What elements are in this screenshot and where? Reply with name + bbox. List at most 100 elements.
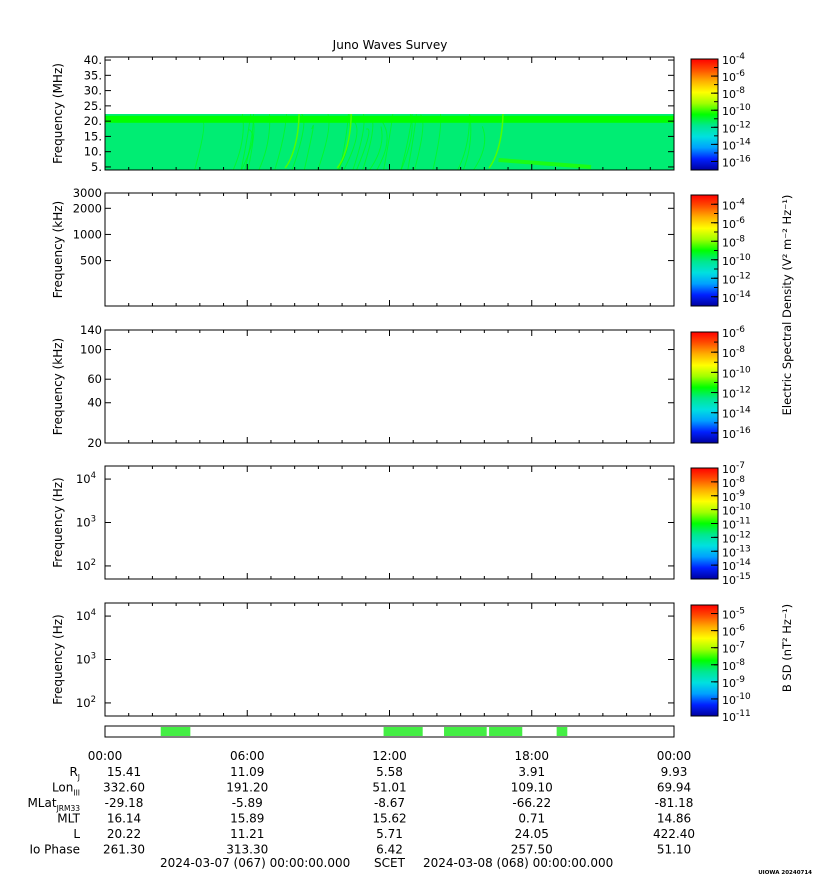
footer-scet-label: SCET bbox=[374, 856, 406, 870]
ephemeris-value: 69.94 bbox=[657, 781, 691, 795]
y-tick-label: 103 bbox=[76, 652, 96, 667]
colorbar-tick-label: 10-13 bbox=[722, 544, 751, 559]
colorbar-tick-label: 10-11 bbox=[722, 517, 751, 532]
y-tick-label: 2000 bbox=[73, 201, 102, 215]
ephemeris-value: 257.50 bbox=[511, 843, 553, 857]
colorbar-tick-label: 10-5 bbox=[722, 607, 745, 622]
y-tick-label: 20. bbox=[84, 114, 102, 128]
colorbar-tick-label: 10-6 bbox=[722, 325, 745, 340]
colorbar-tick-label: 10-9 bbox=[722, 489, 745, 504]
burst-interval bbox=[444, 727, 487, 736]
y-tick-label: 104 bbox=[76, 471, 96, 486]
ephemeris-value: 9.93 bbox=[661, 765, 688, 779]
panel-frame bbox=[104, 602, 675, 717]
y-tick-label: 500 bbox=[80, 254, 102, 268]
ephemeris-label: L bbox=[73, 827, 80, 841]
burst-interval bbox=[556, 727, 568, 736]
colorbar-tick-label: 10-6 bbox=[722, 624, 745, 639]
colorbar-tick-label: 10-12 bbox=[722, 530, 751, 545]
time-tick-label: 18:00 bbox=[514, 749, 549, 763]
y-axis-label: Frequency (kHz) bbox=[51, 338, 65, 435]
y-tick-label: 1000 bbox=[73, 227, 102, 241]
colorbar-tick-label: 10-14 bbox=[722, 558, 751, 573]
ephemeris-table: 00:00 06:00 12:00 18:00 00:00 RJ 15.41 11.09 5.5… bbox=[27, 749, 695, 857]
colorbar-tick-label: 10-14 bbox=[722, 290, 751, 305]
ephemeris-value: -5.89 bbox=[232, 796, 263, 810]
colorbar-2: 10-4 10-6 10-8 10-10 10-12 10-14 bbox=[690, 194, 751, 307]
colorbar-3: 10-6 10-8 10-10 10-12 10-14 10-16 bbox=[690, 325, 751, 444]
ephemeris-value: 261.30 bbox=[103, 843, 145, 857]
ephemeris-value: 11.09 bbox=[230, 765, 264, 779]
panel-3: 20 40 60 100 140 Frequency (kHz) bbox=[51, 323, 675, 450]
ephemeris-value: -81.18 bbox=[655, 796, 694, 810]
footer-credit: UIOWA 20240714 bbox=[758, 870, 812, 876]
ephemeris-value: 15.89 bbox=[230, 812, 264, 826]
ephemeris-value: 5.71 bbox=[376, 827, 403, 841]
colorbar-tick-label: 10-14 bbox=[722, 406, 751, 421]
colorbar-tick-label: 10-10 bbox=[722, 365, 751, 380]
colorbar-1: 10-4 10-6 10-8 10-10 10-12 10-14 10-16 bbox=[690, 52, 751, 171]
panel-frame bbox=[104, 192, 675, 307]
ephemeris-value: 51.01 bbox=[372, 781, 406, 795]
y-axis-label: Frequency (MHz) bbox=[51, 63, 65, 164]
ephemeris-value: 332.60 bbox=[103, 781, 145, 795]
colorbar-tick-label: 10-10 bbox=[722, 503, 751, 518]
y-tick-label: 30. bbox=[84, 84, 102, 98]
y-tick-label: 15. bbox=[84, 129, 102, 143]
colorbars: 10-4 10-6 10-8 10-10 10-12 10-14 10-16 10-4 10-6… bbox=[690, 52, 751, 724]
colorbar-tick-label: 10-8 bbox=[722, 658, 745, 673]
ephemeris-label: RJ bbox=[69, 765, 80, 782]
ephemeris-value: 15.41 bbox=[107, 765, 141, 779]
ephemeris-value: 3.91 bbox=[518, 765, 545, 779]
ephemeris-value: 51.10 bbox=[657, 843, 691, 857]
y-tick-label: 5. bbox=[91, 160, 102, 174]
ephemeris-label: MLatJRM33 bbox=[27, 796, 80, 813]
colorbar-tick-label: 10-7 bbox=[722, 641, 745, 656]
ephemeris-value: 191.20 bbox=[226, 781, 268, 795]
y-tick-label: 25. bbox=[84, 99, 102, 113]
colorbar-tick-label: 10-12 bbox=[722, 120, 751, 135]
colorbar-label-electric: Electric Spectral Density (V² m⁻² Hz⁻¹) bbox=[780, 195, 794, 416]
y-tick-label: 102 bbox=[76, 558, 96, 573]
colorbar-tick-label: 10-8 bbox=[722, 345, 745, 360]
spectrogram-panels: 5.10. 15.20.25.30. 35.40. Frequency (MHz) 50… bbox=[51, 53, 675, 717]
footer-end-time: 2024-03-08 (068) 00:00:00.000 bbox=[423, 856, 613, 870]
ephemeris-value: 16.14 bbox=[107, 812, 141, 826]
colorbar-tick-label: 10-15 bbox=[722, 572, 751, 587]
colorbar-tick-label: 10-16 bbox=[722, 426, 751, 441]
y-tick-label: 102 bbox=[76, 695, 96, 710]
y-axis-label: Frequency (Hz) bbox=[51, 614, 65, 705]
ephemeris-value: 11.21 bbox=[230, 827, 264, 841]
y-tick-label: 100 bbox=[80, 343, 102, 357]
colorbar-tick-label: 10-8 bbox=[722, 475, 745, 490]
colorbar-tick-label: 10-8 bbox=[722, 234, 745, 249]
ephemeris-value: 5.58 bbox=[376, 765, 403, 779]
ephemeris-value: 20.22 bbox=[107, 827, 141, 841]
y-tick-label: 40. bbox=[84, 53, 102, 67]
colorbar-5: 10-5 10-6 10-7 10-8 10-9 10-10 10-11 bbox=[690, 604, 751, 724]
panel-1: 5.10. 15.20.25.30. 35.40. Frequency (MHz) bbox=[51, 53, 675, 174]
ephemeris-label: LonIII bbox=[52, 781, 80, 798]
colorbar-tick-label: 10-10 bbox=[722, 253, 751, 268]
colorbar-tick-label: 10-9 bbox=[722, 675, 745, 690]
time-tick-label: 06:00 bbox=[230, 749, 265, 763]
panel-5: 102 103 104 Frequency (Hz) bbox=[51, 602, 675, 717]
burst-interval bbox=[489, 727, 523, 736]
ephemeris-value: 14.86 bbox=[657, 812, 691, 826]
ephemeris-value: 109.10 bbox=[511, 781, 553, 795]
ephemeris-label: Io Phase bbox=[29, 843, 80, 857]
colorbar-label-magnetic: B SD (nT² Hz⁻¹) bbox=[780, 604, 794, 692]
ephemeris-value: 6.42 bbox=[376, 843, 403, 857]
ephemeris-value: -8.67 bbox=[374, 796, 405, 810]
colorbar-tick-label: 10-4 bbox=[722, 197, 745, 212]
y-tick-label: 103 bbox=[76, 515, 96, 530]
y-tick-label: 3000 bbox=[73, 186, 102, 200]
colorbar-tick-label: 10-12 bbox=[722, 271, 751, 286]
ephemeris-value: 313.30 bbox=[226, 843, 268, 857]
colorbar-tick-label: 10-6 bbox=[722, 216, 745, 231]
ephemeris-value: 24.05 bbox=[515, 827, 549, 841]
y-axis-label: Frequency (Hz) bbox=[51, 477, 65, 568]
colorbar-4: 10-710-810-910-1010-1110-1210-1310-1410-… bbox=[690, 461, 751, 587]
panel-frame bbox=[104, 465, 675, 580]
